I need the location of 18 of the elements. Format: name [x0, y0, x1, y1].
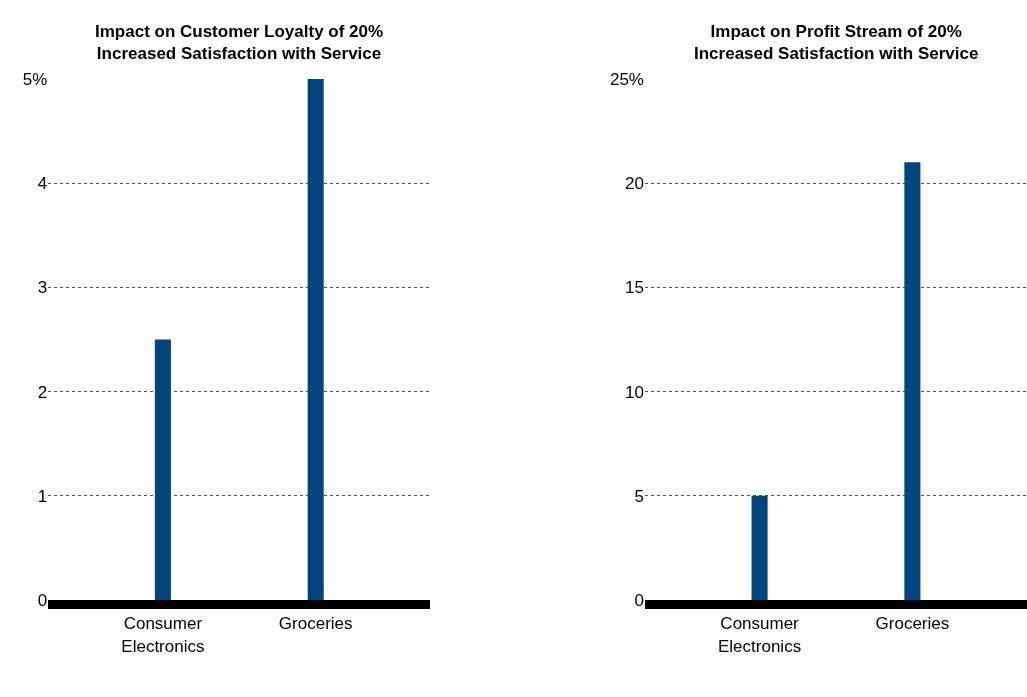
y-tick-label: 25%: [609, 69, 644, 89]
chart-title: Impact on Customer Loyalty of 20% Increased Satisfaction with Service: [95, 22, 384, 64]
y-tick-label: 20: [625, 174, 644, 194]
y-tick-label: 5%: [22, 69, 48, 89]
y-tick-label: 2: [37, 382, 48, 402]
chart-title: Impact on Profit Stream of 20% Increased Satisfaction with Service: [694, 22, 979, 64]
x-tick-label: Groceries: [875, 614, 950, 634]
y-tick-label: 0: [37, 590, 48, 610]
x-tick-label: Groceries: [278, 614, 353, 634]
y-tick-label: 3: [37, 278, 48, 298]
y-tick-label: 15: [625, 278, 644, 298]
y-tick-label: 10: [625, 382, 644, 402]
y-tick-label: 4: [37, 174, 48, 194]
x-tick-label: Consumer Electronics: [718, 614, 802, 656]
x-tick-label: Consumer Electronics: [121, 614, 205, 656]
y-tick-label: 0: [634, 590, 644, 610]
y-tick-label: 5: [634, 486, 644, 506]
y-tick-label: 1: [37, 486, 48, 506]
